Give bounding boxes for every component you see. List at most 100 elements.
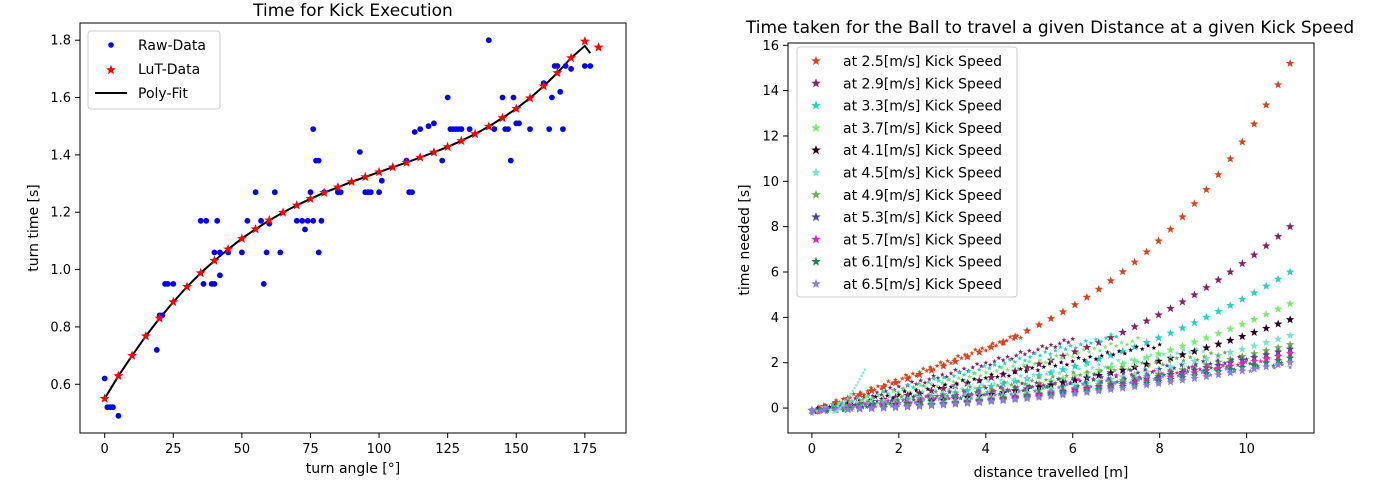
series-cluster-point [885, 392, 891, 397]
series-point [1178, 359, 1187, 368]
legend-label: at 3.3[m/s] Kick Speed [843, 99, 1002, 115]
series-point [1250, 341, 1259, 350]
lut-data-point [346, 176, 357, 187]
series-cluster-point [817, 405, 823, 411]
series-cluster-point [1057, 341, 1063, 346]
series-cluster-point [983, 347, 989, 353]
series-cluster-point [1036, 387, 1042, 393]
series-cluster-point [945, 358, 951, 364]
series-point [1250, 250, 1259, 259]
series-cluster-point [1122, 350, 1128, 356]
series-cluster-point [1044, 345, 1050, 351]
series-cluster-point [1185, 368, 1190, 374]
series-cluster-point [972, 347, 978, 352]
series-point [1273, 334, 1283, 343]
series-point [1178, 341, 1187, 350]
series-cluster-point [1122, 376, 1128, 382]
series-cluster-point [1009, 356, 1015, 362]
series-point [1082, 358, 1092, 367]
raw-data-point [458, 126, 465, 132]
raw-data-point [271, 189, 278, 196]
series-point [807, 405, 817, 414]
lut-data-point [360, 171, 371, 182]
series-cluster-point [1026, 348, 1032, 353]
series-cluster-point [1050, 368, 1056, 373]
series-cluster-point [1099, 374, 1105, 380]
series-point [1154, 379, 1163, 388]
raw-data-point [170, 281, 177, 287]
series-cluster-point [1007, 387, 1013, 393]
series-cluster-point [870, 393, 876, 399]
series-cluster-point [1045, 383, 1051, 389]
series-point [867, 386, 876, 395]
lut-data-point [374, 166, 385, 177]
series-cluster-point [952, 367, 958, 373]
series-cluster-point [1057, 370, 1063, 376]
series-cluster-point [965, 382, 971, 388]
series-point [1250, 119, 1259, 128]
series-point [1094, 284, 1103, 293]
raw-data-point [217, 272, 223, 279]
series-cluster-point [1002, 360, 1008, 366]
series-cluster-point [946, 387, 952, 392]
series-cluster-point [1083, 338, 1089, 343]
series-cluster-point [983, 375, 989, 381]
chart-ball-travel-time: Time taken for the Ball to travel a give… [737, 18, 1354, 481]
series-point [1202, 333, 1211, 342]
series-cluster-point [887, 385, 893, 390]
series-point [1214, 329, 1223, 338]
series-cluster-point [913, 381, 919, 387]
series-cluster-point [1078, 341, 1084, 347]
series-cluster-point [1148, 352, 1154, 358]
series-cluster-point [1106, 371, 1112, 377]
legend: Raw-Data LuT-Data Poly-Fit [87, 30, 221, 110]
series-cluster-point [1105, 349, 1110, 355]
series-cluster-point [1084, 375, 1090, 380]
raw-data-point [315, 157, 322, 164]
series-cluster-point [855, 395, 861, 400]
series-cluster-point [1200, 348, 1206, 354]
series-cluster-point [1075, 350, 1081, 356]
series-cluster-point [1231, 368, 1237, 374]
series-cluster-point [907, 389, 913, 395]
series-cluster-point [954, 380, 960, 386]
x-tick-label: 50 [234, 442, 251, 457]
series-cluster-point [946, 395, 952, 401]
raw-data-point [315, 249, 322, 256]
series-cluster-point [999, 385, 1005, 391]
series-cluster-point [928, 381, 934, 387]
legend-label-raw-data: Raw-Data [138, 38, 206, 54]
series-cluster-point [1135, 359, 1141, 364]
series-cluster-point [1031, 372, 1037, 378]
series-cluster-point [878, 392, 884, 397]
series-cluster-point [934, 393, 940, 399]
series-point [915, 388, 924, 397]
chart-title: Time taken for the Ball to travel a give… [745, 18, 1354, 38]
series-point [1130, 257, 1139, 266]
series-cluster-point [993, 342, 999, 348]
series-cluster-point [1224, 364, 1230, 370]
series-spike [831, 367, 867, 415]
series-cluster-point [913, 387, 919, 393]
series-point [1058, 365, 1068, 374]
series-point [1166, 224, 1175, 233]
series-cluster-point [829, 401, 835, 407]
legend-label: at 6.1[m/s] Kick Speed [843, 255, 1002, 271]
raw-data-point [337, 189, 344, 196]
series-cluster-point [1102, 344, 1108, 350]
series-point [1273, 304, 1283, 313]
series-cluster-point [900, 397, 906, 403]
series-cluster-point [1098, 368, 1104, 374]
series-cluster-point [1161, 372, 1167, 377]
raw-data-point [411, 129, 418, 135]
series-point [1166, 377, 1175, 386]
series-cluster-point [952, 383, 958, 389]
raw-data-point [425, 123, 432, 130]
series-cluster-point [1097, 348, 1103, 353]
series-cluster-point [1157, 366, 1163, 371]
series-spike-point [842, 401, 846, 405]
series-point [939, 400, 948, 409]
series-point [1118, 359, 1127, 368]
series-cluster-point [909, 379, 915, 384]
series-cluster-point [896, 383, 902, 389]
